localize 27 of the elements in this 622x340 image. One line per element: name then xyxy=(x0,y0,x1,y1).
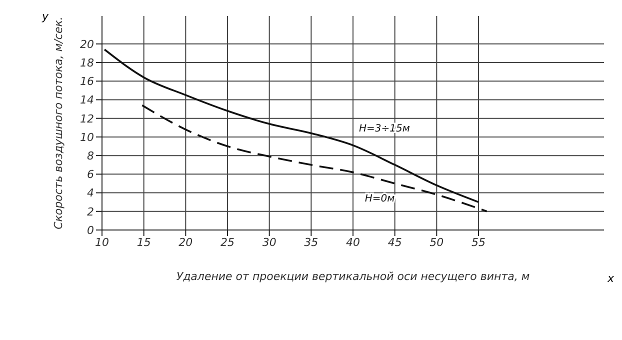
x-tick-label: 50 xyxy=(430,236,444,249)
y-tick-label: 4 xyxy=(87,186,94,200)
y-tick-label: 6 xyxy=(87,168,94,182)
x-tick-label: 30 xyxy=(262,236,276,249)
y-tick-label: 14 xyxy=(80,94,94,107)
series-label: H=0м xyxy=(364,193,396,204)
x-tick-label: 45 xyxy=(388,236,402,249)
x-tick-label: 15 xyxy=(136,236,151,249)
x-tick-label: 25 xyxy=(220,236,234,249)
x-axis-title: Удаление от проекции вертикальной оси несущего винта, м xyxy=(176,270,530,283)
y-tick-label: 16 xyxy=(80,75,94,88)
y-tick-label: 0 xyxy=(87,224,94,237)
y-axis-title: Скорость воздушного потока, м/сек. xyxy=(52,16,65,230)
text: y xyxy=(42,10,49,23)
x-tick-label: 40 xyxy=(346,236,360,249)
y-tick-label: 12 xyxy=(80,112,94,126)
text: x xyxy=(607,272,614,285)
y-tick-label: 10 xyxy=(80,130,94,144)
line-series xyxy=(141,104,488,212)
x-tick-label: 55 xyxy=(472,236,486,249)
line-series xyxy=(104,48,480,203)
y-tick-label: 18 xyxy=(80,56,94,70)
y-tick-label: 8 xyxy=(87,149,94,162)
x-tick-label: 20 xyxy=(178,236,193,249)
x-tick-label: 35 xyxy=(304,236,318,249)
y-tick-label: 20 xyxy=(80,38,94,51)
y-tick-label: 2 xyxy=(87,205,94,218)
